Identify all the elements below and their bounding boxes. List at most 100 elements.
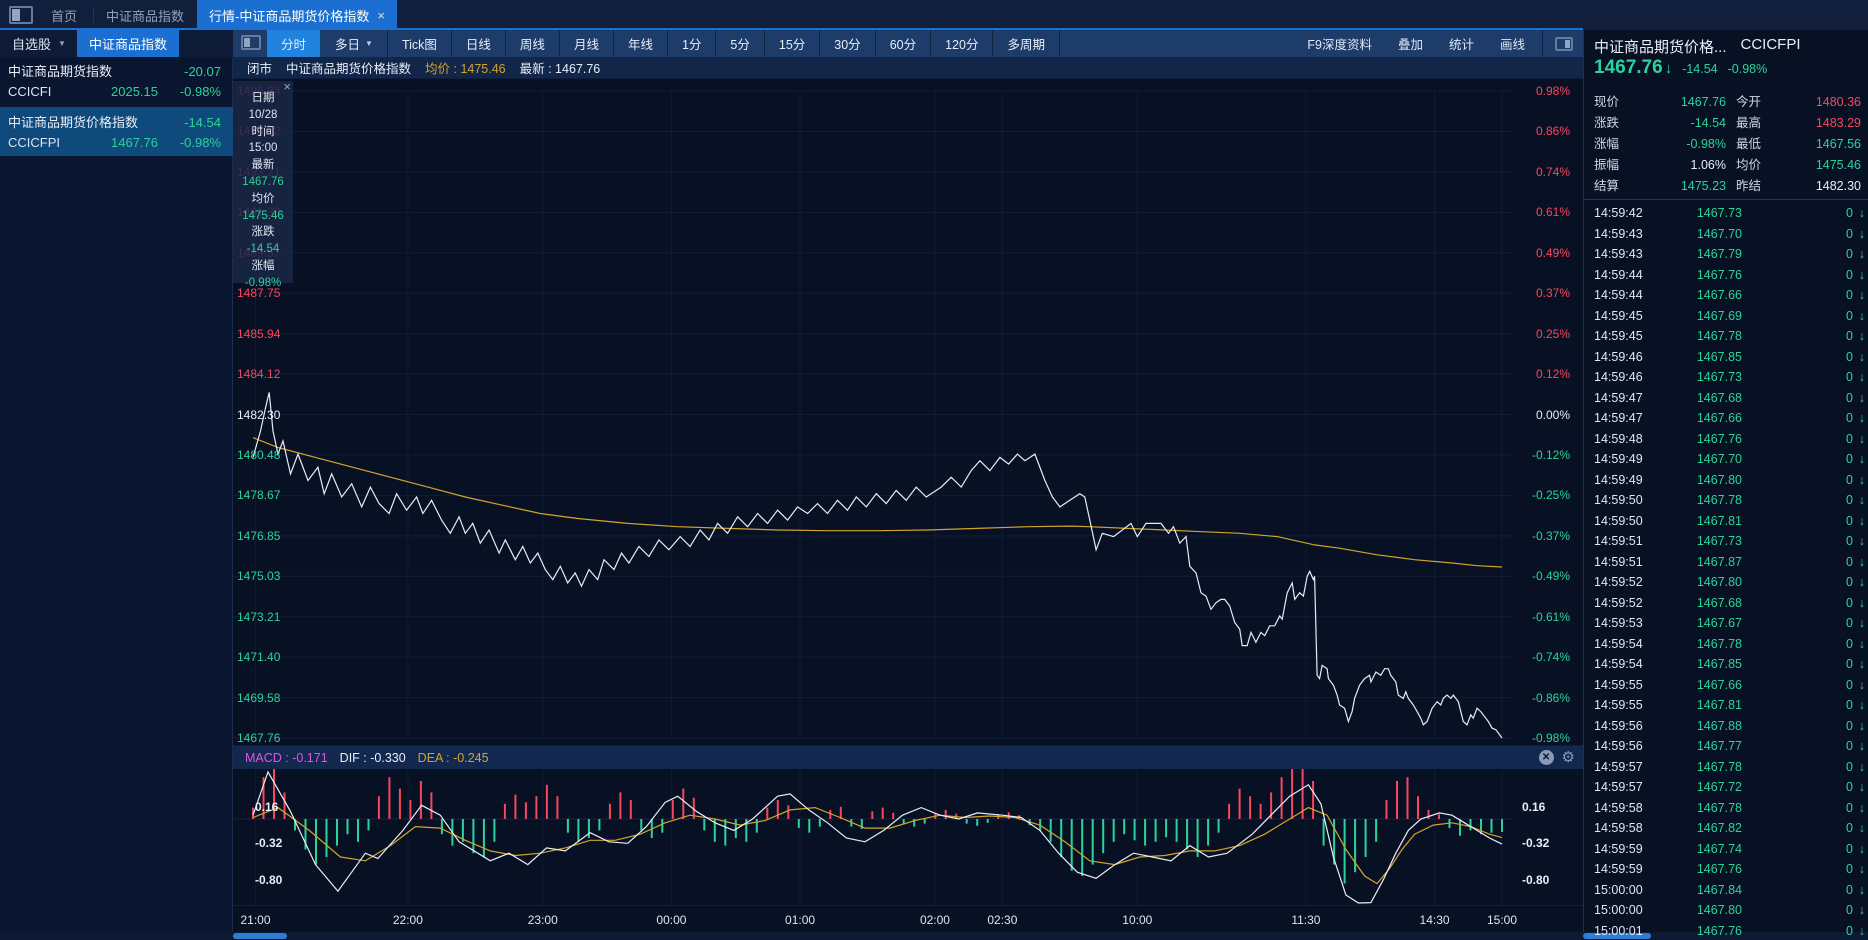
tick-price: 1467.80 [1696, 472, 1742, 487]
tick-row[interactable]: 14:59:49 1467.70 0 ↓ [1584, 449, 1868, 470]
tick-row[interactable]: 14:59:51 1467.73 0 ↓ [1584, 531, 1868, 552]
macd-histogram-bar [377, 796, 380, 819]
tab-quote-active[interactable]: 行情-中证商品期货价格指数 × [197, 0, 397, 30]
tick-row[interactable]: 14:59:57 1467.72 0 ↓ [1584, 777, 1868, 798]
tick-time: 14:59:49 [1594, 472, 1643, 487]
chart-hscrollbar[interactable] [233, 933, 287, 939]
price-axis-label: 1469.58 [237, 690, 281, 705]
tick-row[interactable]: 14:59:47 1467.68 0 ↓ [1584, 388, 1868, 409]
tick-row[interactable]: 14:59:59 1467.74 0 ↓ [1584, 839, 1868, 860]
macd-chart[interactable]: 0.16 0.16 -0.32 -0.32 -0.80 -0.80 [233, 769, 1583, 905]
tick-row[interactable]: 14:59:44 1467.66 0 ↓ [1584, 285, 1868, 306]
period-button-月线[interactable]: 月线 [560, 30, 614, 57]
period-button-30分[interactable]: 30分 [820, 30, 876, 57]
toolbar-action-统计[interactable]: 统计 [1448, 38, 1474, 52]
down-arrow-icon: ↓ [1858, 575, 1865, 589]
period-button-15分[interactable]: 15分 [765, 30, 821, 57]
pct-axis-label: 0.37% [1535, 286, 1570, 301]
layout-panel-right-icon[interactable] [1555, 36, 1573, 51]
macd-histogram-bar [1154, 819, 1157, 842]
tick-row[interactable]: 14:59:56 1467.77 0 ↓ [1584, 736, 1868, 757]
tick-row[interactable]: 14:59:53 1467.67 0 ↓ [1584, 613, 1868, 634]
tab-close-icon[interactable]: × [377, 7, 385, 23]
tick-row[interactable]: 14:59:56 1467.88 0 ↓ [1584, 716, 1868, 737]
toolbar-action-叠加[interactable]: 叠加 [1397, 38, 1423, 52]
tick-row[interactable]: 14:59:45 1467.69 0 ↓ [1584, 306, 1868, 327]
tab-home[interactable]: 首页 [38, 0, 90, 30]
tick-row[interactable]: 14:59:58 1467.78 0 ↓ [1584, 798, 1868, 819]
watchlist-group-tab[interactable]: 中证商品指数 [77, 30, 180, 57]
macd-histogram-bar [871, 811, 874, 819]
price-axis-label: 1487.75 [237, 286, 281, 301]
tick-row[interactable]: 14:59:47 1467.66 0 ↓ [1584, 408, 1868, 429]
tick-row[interactable]: 14:59:43 1467.79 0 ↓ [1584, 244, 1868, 265]
period-button-多日[interactable]: 多日 ▼ [321, 30, 388, 57]
layout-panel-icon[interactable] [9, 6, 33, 24]
tab-index[interactable]: 中证商品指数 [90, 0, 200, 30]
period-button-分时[interactable]: 分时 [267, 30, 322, 57]
tick-row[interactable]: 14:59:54 1467.85 0 ↓ [1584, 654, 1868, 675]
period-button-多周期[interactable]: 多周期 [993, 30, 1060, 57]
layout-panel-icon-small[interactable] [241, 35, 261, 50]
macd-histogram-bar [692, 797, 695, 819]
tooltip-label: 涨幅 [251, 259, 275, 272]
quote-field-row: 结算 1475.23 昨结 1482.30 [1584, 176, 1868, 197]
tick-row[interactable]: 14:59:48 1467.76 0 ↓ [1584, 429, 1868, 450]
period-button-60分[interactable]: 60分 [876, 30, 932, 57]
period-button-1分[interactable]: 1分 [668, 30, 717, 57]
price-axis-label: 1475.03 [237, 569, 281, 584]
tick-volume: 0 [1846, 677, 1853, 692]
toolbar-action-画线[interactable]: 画线 [1499, 38, 1525, 52]
tick-row[interactable]: 14:59:43 1467.70 0 ↓ [1584, 224, 1868, 245]
tick-row[interactable]: 14:59:51 1467.87 0 ↓ [1584, 552, 1868, 573]
macd-histogram-bar [755, 819, 758, 833]
tick-row[interactable]: 14:59:58 1467.82 0 ↓ [1584, 818, 1868, 839]
tick-price: 1467.79 [1696, 247, 1742, 261]
period-label: 多日 [335, 38, 361, 52]
watchlist-item-CCICFI[interactable]: 中证商品期货指数 -20.07 CCICFI 2025.15 -0.98% [0, 56, 233, 105]
watchlist-item-CCICFPI[interactable]: 中证商品期货价格指数 -14.54 CCICFPI 1467.76 -0.98% [0, 107, 233, 156]
down-arrow-icon: ↓ [1858, 595, 1865, 610]
tick-row[interactable]: 15:00:01 1467.76 0 ↓ [1584, 921, 1868, 940]
tick-row[interactable]: 14:59:52 1467.80 0 ↓ [1584, 572, 1868, 593]
period-button-120分[interactable]: 120分 [931, 30, 994, 57]
watchlist-group-selector[interactable]: 自选股 ▼ [0, 34, 77, 53]
tick-row[interactable]: 14:59:46 1467.73 0 ↓ [1584, 367, 1868, 388]
intraday-chart[interactable]: 1496.840.98%1495.020.86%1493.210.74%1491… [233, 79, 1583, 745]
quote-field-label: 涨跌 [1594, 116, 1620, 130]
tick-row[interactable]: 14:59:49 1467.80 0 ↓ [1584, 470, 1868, 491]
down-arrow-icon: ↓ [1858, 841, 1865, 856]
period-button-年线[interactable]: 年线 [614, 30, 668, 57]
tick-volume: 0 [1846, 288, 1853, 302]
tick-row[interactable]: 14:59:50 1467.78 0 ↓ [1584, 490, 1868, 511]
tick-row[interactable]: 14:59:55 1467.81 0 ↓ [1584, 695, 1868, 716]
tick-row[interactable]: 15:00:00 1467.80 0 ↓ [1584, 900, 1868, 921]
period-button-周线[interactable]: 周线 [506, 30, 560, 57]
macd-header-bar: MACD : -0.171 DIF : -0.330 DEA : -0.245 … [233, 745, 1583, 769]
macd-histogram-bar [619, 792, 622, 819]
tick-row[interactable]: 14:59:45 1467.78 0 ↓ [1584, 326, 1868, 347]
tick-row[interactable]: 14:59:57 1467.78 0 ↓ [1584, 757, 1868, 778]
tick-row[interactable]: 14:59:42 1467.73 0 ↓ [1584, 203, 1868, 224]
close-indicator-icon[interactable]: ✕ [1538, 750, 1554, 765]
tick-row[interactable]: 14:59:55 1467.66 0 ↓ [1584, 675, 1868, 696]
ticklist-hscrollbar[interactable] [1583, 933, 1651, 939]
macd-histogram-bar [787, 805, 790, 819]
period-button-5分[interactable]: 5分 [716, 30, 765, 57]
tick-row[interactable]: 15:00:00 1467.84 0 ↓ [1584, 880, 1868, 901]
period-button-Tick图[interactable]: Tick图 [388, 30, 452, 57]
gear-icon[interactable]: ⚙ [1561, 749, 1575, 766]
tick-price: 1467.68 [1696, 390, 1742, 405]
tick-row[interactable]: 14:59:52 1467.68 0 ↓ [1584, 593, 1868, 614]
tick-volume: 0 [1846, 575, 1853, 589]
tick-row[interactable]: 14:59:44 1467.76 0 ↓ [1584, 265, 1868, 286]
period-button-日线[interactable]: 日线 [452, 30, 506, 57]
toolbar-action-F9深度资料[interactable]: F9深度资料 [1307, 38, 1372, 52]
tick-price: 1467.68 [1696, 595, 1742, 610]
tick-row[interactable]: 14:59:46 1467.85 0 ↓ [1584, 347, 1868, 368]
tick-row[interactable]: 14:59:59 1467.76 0 ↓ [1584, 859, 1868, 880]
tick-row[interactable]: 14:59:54 1467.78 0 ↓ [1584, 634, 1868, 655]
tick-row[interactable]: 14:59:50 1467.81 0 ↓ [1584, 511, 1868, 532]
macd-histogram-bar [829, 809, 832, 819]
tooltip-close-icon[interactable]: × [283, 79, 291, 94]
